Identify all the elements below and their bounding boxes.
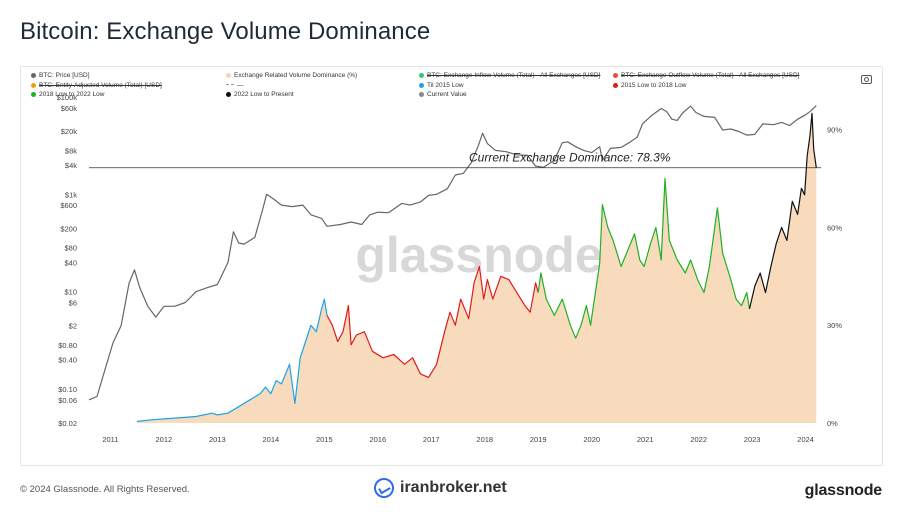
y-left-tick-label: $0.40	[58, 356, 77, 365]
dominance-segment-line	[326, 265, 539, 378]
page-title: Bitcoin: Exchange Volume Dominance	[20, 18, 431, 45]
legend-item[interactable]: Current Value	[419, 91, 467, 98]
legend-label: —	[237, 81, 244, 89]
dominance-segment-line	[748, 112, 817, 310]
y-left-tick-label: $20k	[61, 127, 78, 136]
legend-dot-icon	[31, 82, 36, 88]
legend-dash-icon	[226, 84, 234, 86]
current-dominance-annotation: Current Exchange Dominance: 78.3%	[469, 151, 671, 165]
dominance-area	[137, 113, 817, 424]
x-tick-label: 2016	[369, 435, 386, 444]
x-tick-label: 2019	[530, 435, 547, 444]
dominance-segment-line	[537, 177, 751, 339]
y-right-tick-label: 60%	[827, 223, 842, 232]
x-tick-label: 2023	[744, 435, 761, 444]
legend-dot-icon	[226, 92, 231, 97]
legend-item[interactable]: 2015 Low to 2018 Low	[613, 82, 686, 89]
legend-label: BTC: Exchange Inflow Volume (Total) - Al…	[427, 72, 601, 79]
y-left-tick-label: $10	[64, 288, 77, 297]
brand-text: iranbroker.net	[400, 479, 507, 496]
footer-copyright: © 2024 Glassnode. All Rights Reserved.	[20, 484, 190, 495]
y-left-tick-label: $80	[64, 244, 77, 253]
y-left-tick-label: $100k	[57, 93, 78, 102]
x-tick-label: 2015	[316, 435, 333, 444]
x-tick-label: 2024	[797, 435, 814, 444]
legend-label: Exchange Related Volume Dominance (%)	[234, 72, 358, 79]
y-left-tick-label: $0.02	[58, 419, 77, 428]
legend-item[interactable]: —	[226, 82, 244, 89]
x-tick-label: 2021	[637, 435, 654, 444]
legend-item[interactable]: Exchange Related Volume Dominance (%)	[226, 72, 357, 79]
legend-dot-icon	[419, 73, 424, 78]
legend-item[interactable]: Til 2015 Low	[419, 82, 464, 89]
y-left-tick-label: $2	[69, 322, 77, 331]
x-tick-label: 2018	[476, 435, 493, 444]
y-left-tick-label: $8k	[65, 146, 77, 155]
chart-legend: BTC: Price [USD] Exchange Related Volume …	[21, 67, 882, 103]
y-left-tick-label: $6	[69, 298, 77, 307]
legend-item[interactable]: BTC: Price [USD]	[31, 72, 90, 79]
legend-dot-icon	[31, 73, 36, 78]
chart-card: BTC: Price [USD] Exchange Related Volume …	[20, 66, 883, 466]
legend-item[interactable]: 2022 Low to Present	[226, 91, 294, 98]
legend-label: BTC: Exchange Outflow Volume (Total) - A…	[621, 72, 800, 79]
y-right-tick-label: 30%	[827, 321, 842, 330]
legend-dot-icon	[419, 92, 424, 97]
y-left-tick-label: $4k	[65, 161, 77, 170]
y-right-tick-label: 0%	[827, 419, 838, 428]
price-line	[88, 105, 817, 401]
legend-item[interactable]: BTC: Exchange Inflow Volume (Total) - Al…	[419, 72, 600, 79]
y-left-tick-label: $200	[60, 224, 77, 233]
x-tick-label: 2020	[583, 435, 600, 444]
legend-item[interactable]: BTC: Entity-Adjusted Volume (Total) [USD…	[31, 82, 162, 89]
trend-logo-icon	[374, 478, 394, 498]
dominance-segment-line	[137, 298, 328, 422]
x-tick-label: 2011	[102, 435, 118, 444]
legend-label: BTC: Entity-Adjusted Volume (Total) [USD…	[39, 81, 162, 89]
legend-item[interactable]: BTC: Exchange Outflow Volume (Total) - A…	[613, 72, 799, 79]
legend-dot-icon	[613, 73, 618, 78]
legend-label: Current Value	[427, 91, 467, 98]
y-left-tick-label: $600	[60, 201, 77, 210]
legend-label: 2018 Low to 2022 Low	[39, 91, 105, 98]
legend-dot-icon	[226, 73, 231, 78]
legend-dot-icon	[31, 92, 36, 97]
legend-label: Til 2015 Low	[427, 81, 464, 89]
legend-dot-icon	[419, 82, 424, 88]
legend-dot-icon	[613, 82, 618, 88]
y-left-tick-label: $0.10	[58, 385, 77, 394]
y-left-tick-label: $40	[64, 258, 77, 267]
x-tick-label: 2013	[209, 435, 226, 444]
y-left-tick-label: $0.06	[58, 396, 77, 405]
brand-badge[interactable]: iranbroker.net	[374, 478, 507, 498]
legend-label: 2015 Low to 2018 Low	[621, 81, 687, 89]
camera-icon[interactable]	[861, 75, 872, 84]
y-left-tick-label: $1k	[65, 190, 77, 199]
x-tick-label: 2012	[156, 435, 173, 444]
legend-item[interactable]: 2018 Low to 2022 Low	[31, 91, 104, 98]
legend-label: 2022 Low to Present	[234, 91, 294, 98]
x-tick-label: 2022	[690, 435, 707, 444]
x-tick-label: 2014	[262, 435, 279, 444]
x-tick-label: 2017	[423, 435, 440, 444]
y-left-tick-label: $60k	[61, 104, 78, 113]
footer-logo: glassnode	[804, 482, 883, 499]
legend-label: BTC: Price [USD]	[39, 72, 90, 79]
y-left-tick-label: $0.80	[58, 341, 77, 350]
y-right-tick-label: 90%	[827, 126, 842, 135]
